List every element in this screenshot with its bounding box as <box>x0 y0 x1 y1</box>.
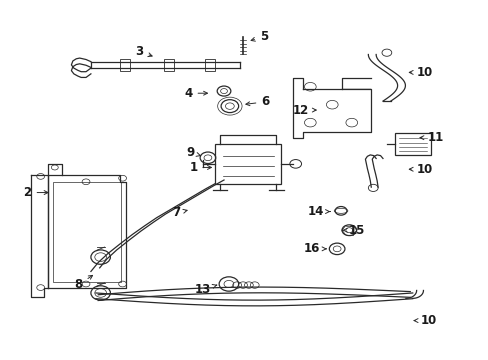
Bar <box>215 144 281 184</box>
Text: 7: 7 <box>172 207 187 220</box>
Text: 1: 1 <box>189 161 211 174</box>
Text: 6: 6 <box>245 95 269 108</box>
Text: 8: 8 <box>75 275 92 291</box>
Bar <box>163 59 173 71</box>
Text: 10: 10 <box>408 163 432 176</box>
Text: 4: 4 <box>184 87 207 100</box>
Bar <box>120 59 130 71</box>
Bar <box>205 59 215 71</box>
Text: 10: 10 <box>413 314 436 327</box>
Text: 13: 13 <box>195 283 216 296</box>
Text: 10: 10 <box>408 66 432 79</box>
Text: 9: 9 <box>186 146 200 159</box>
Bar <box>53 182 121 282</box>
Text: 16: 16 <box>303 242 325 255</box>
Bar <box>394 133 430 155</box>
Text: 12: 12 <box>292 104 316 117</box>
Text: 15: 15 <box>342 224 364 237</box>
Text: 14: 14 <box>307 205 329 218</box>
Text: 11: 11 <box>419 131 443 144</box>
Text: 3: 3 <box>135 45 152 58</box>
Text: 2: 2 <box>23 186 48 199</box>
Text: 5: 5 <box>251 30 267 43</box>
